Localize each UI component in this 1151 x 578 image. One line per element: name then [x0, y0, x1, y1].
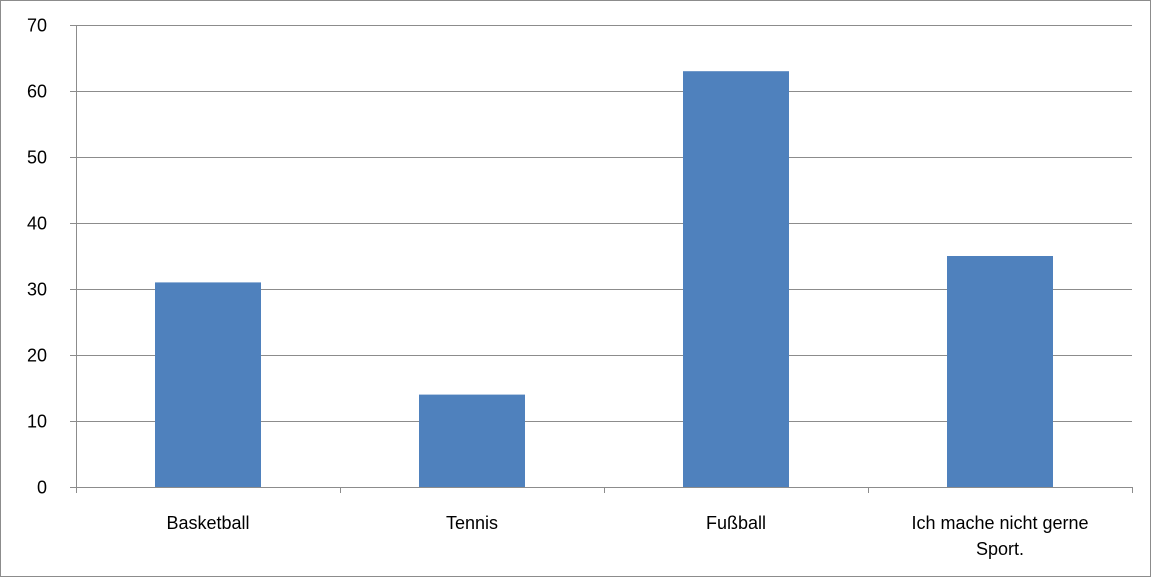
y-tick-label: 10 [27, 412, 47, 432]
y-tick-label: 30 [27, 280, 47, 300]
y-tick-labels: 0 10 20 30 40 50 60 70 [27, 16, 47, 498]
x-category-labels: Basketball Tennis Fußball Ich mache nicht g… [166, 513, 1088, 559]
y-tick-label: 70 [27, 16, 47, 36]
bar-fußball [683, 71, 789, 487]
x-category-label: Fußball [706, 513, 766, 533]
bars [155, 71, 1053, 487]
x-category-label: Tennis [446, 513, 498, 533]
y-tick-label: 0 [37, 478, 47, 498]
bar-basketball [155, 282, 261, 487]
y-tick-label: 20 [27, 346, 47, 366]
bar-ich-mache-nicht-gerne-sport [947, 256, 1053, 487]
y-tick-label: 50 [27, 148, 47, 168]
bar-tennis [419, 394, 525, 487]
y-tick-label: 40 [27, 214, 47, 234]
x-category-label: Basketball [166, 513, 249, 533]
axes [70, 25, 1133, 493]
x-category-label: Ich mache nicht gerne Sport. [911, 513, 1088, 559]
y-tick-label: 60 [27, 82, 47, 102]
